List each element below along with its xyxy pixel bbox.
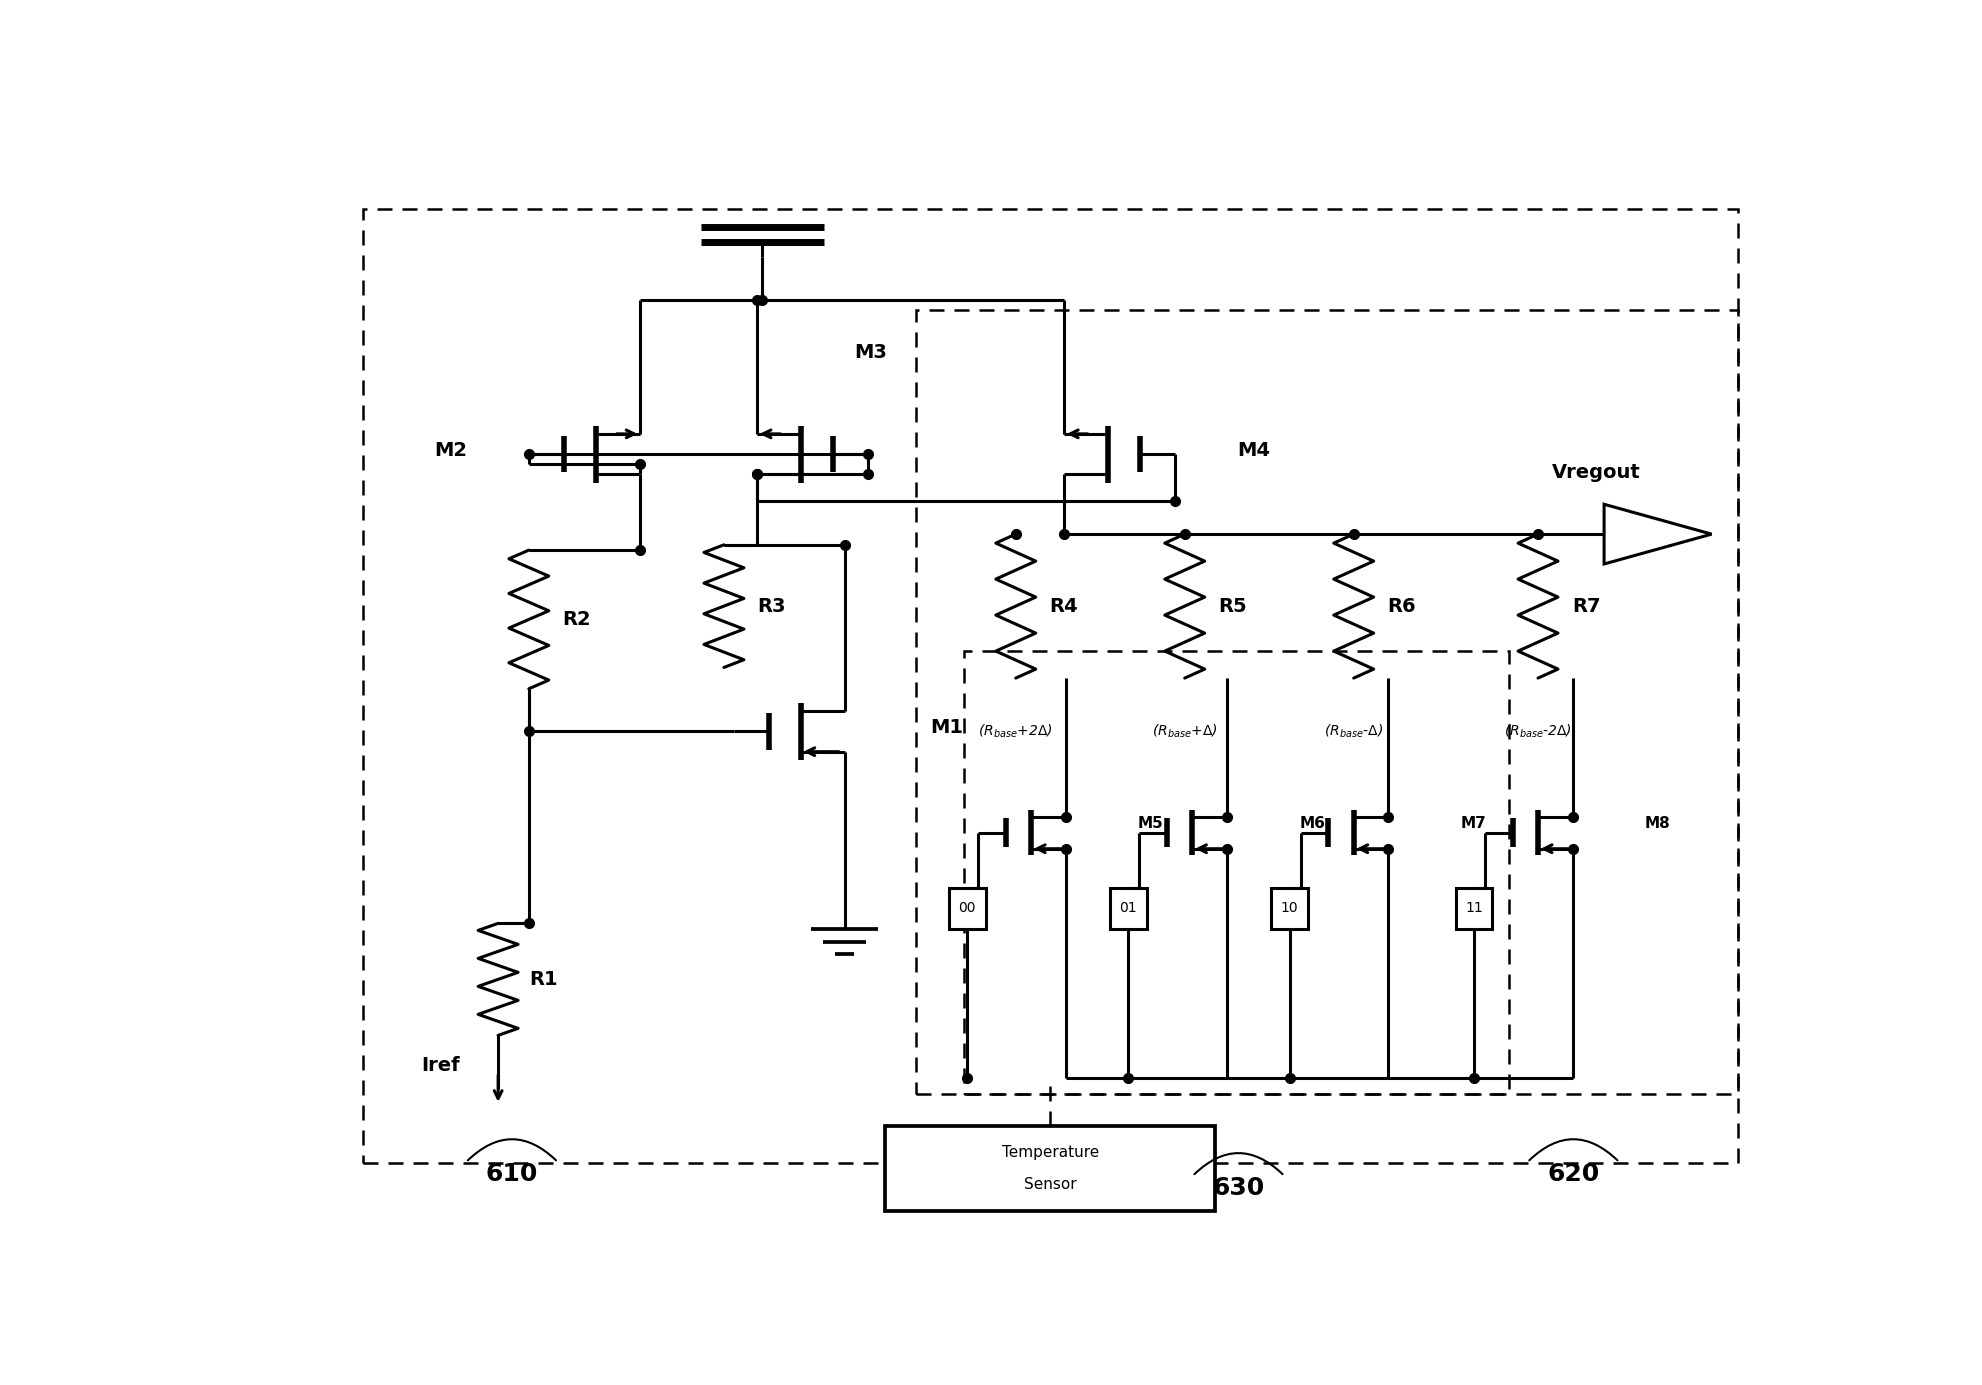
Bar [1270, 888, 1308, 929]
Text: R2: R2 [563, 609, 591, 629]
Bar [916, 310, 1738, 1094]
Text: M3: M3 [854, 343, 888, 363]
Text: Temperature: Temperature [1001, 1145, 1098, 1161]
Text: ($R_{base}$-$\Delta$): ($R_{base}$-$\Delta$) [1324, 723, 1383, 740]
Text: 00: 00 [959, 902, 975, 915]
Text: ($R_{base}$-2$\Delta$): ($R_{base}$-2$\Delta$) [1504, 723, 1572, 740]
Text: R6: R6 [1387, 597, 1415, 615]
Bar [1110, 888, 1148, 929]
Text: M2: M2 [434, 440, 468, 460]
Text: M6: M6 [1300, 816, 1326, 831]
Bar [949, 888, 985, 929]
Text: M8: M8 [1645, 816, 1671, 831]
Bar [886, 1126, 1215, 1212]
Text: 10: 10 [1280, 902, 1298, 915]
Text: Iref: Iref [420, 1055, 460, 1075]
Text: 630: 630 [1213, 1176, 1265, 1201]
Text: 11: 11 [1465, 902, 1483, 915]
Text: R7: R7 [1572, 597, 1599, 615]
Text: Vregout: Vregout [1552, 463, 1641, 482]
Text: R3: R3 [757, 597, 787, 615]
Bar [963, 651, 1508, 1094]
Text: R4: R4 [1050, 597, 1078, 615]
Text: R5: R5 [1219, 597, 1247, 615]
Text: 620: 620 [1548, 1162, 1599, 1187]
Text: 01: 01 [1120, 902, 1138, 915]
Text: M7: M7 [1461, 816, 1486, 831]
Text: R1: R1 [529, 969, 557, 989]
Text: Sensor: Sensor [1025, 1177, 1076, 1192]
Text: M5: M5 [1138, 816, 1163, 831]
Text: M4: M4 [1237, 440, 1270, 460]
Bar [363, 209, 1738, 1163]
Text: 610: 610 [486, 1162, 539, 1187]
Text: M1: M1 [930, 717, 963, 737]
Text: ($R_{base}$+$\Delta$): ($R_{base}$+$\Delta$) [1152, 723, 1217, 740]
Bar [1455, 888, 1492, 929]
Text: ($R_{base}$+2$\Delta$): ($R_{base}$+2$\Delta$) [979, 723, 1052, 740]
